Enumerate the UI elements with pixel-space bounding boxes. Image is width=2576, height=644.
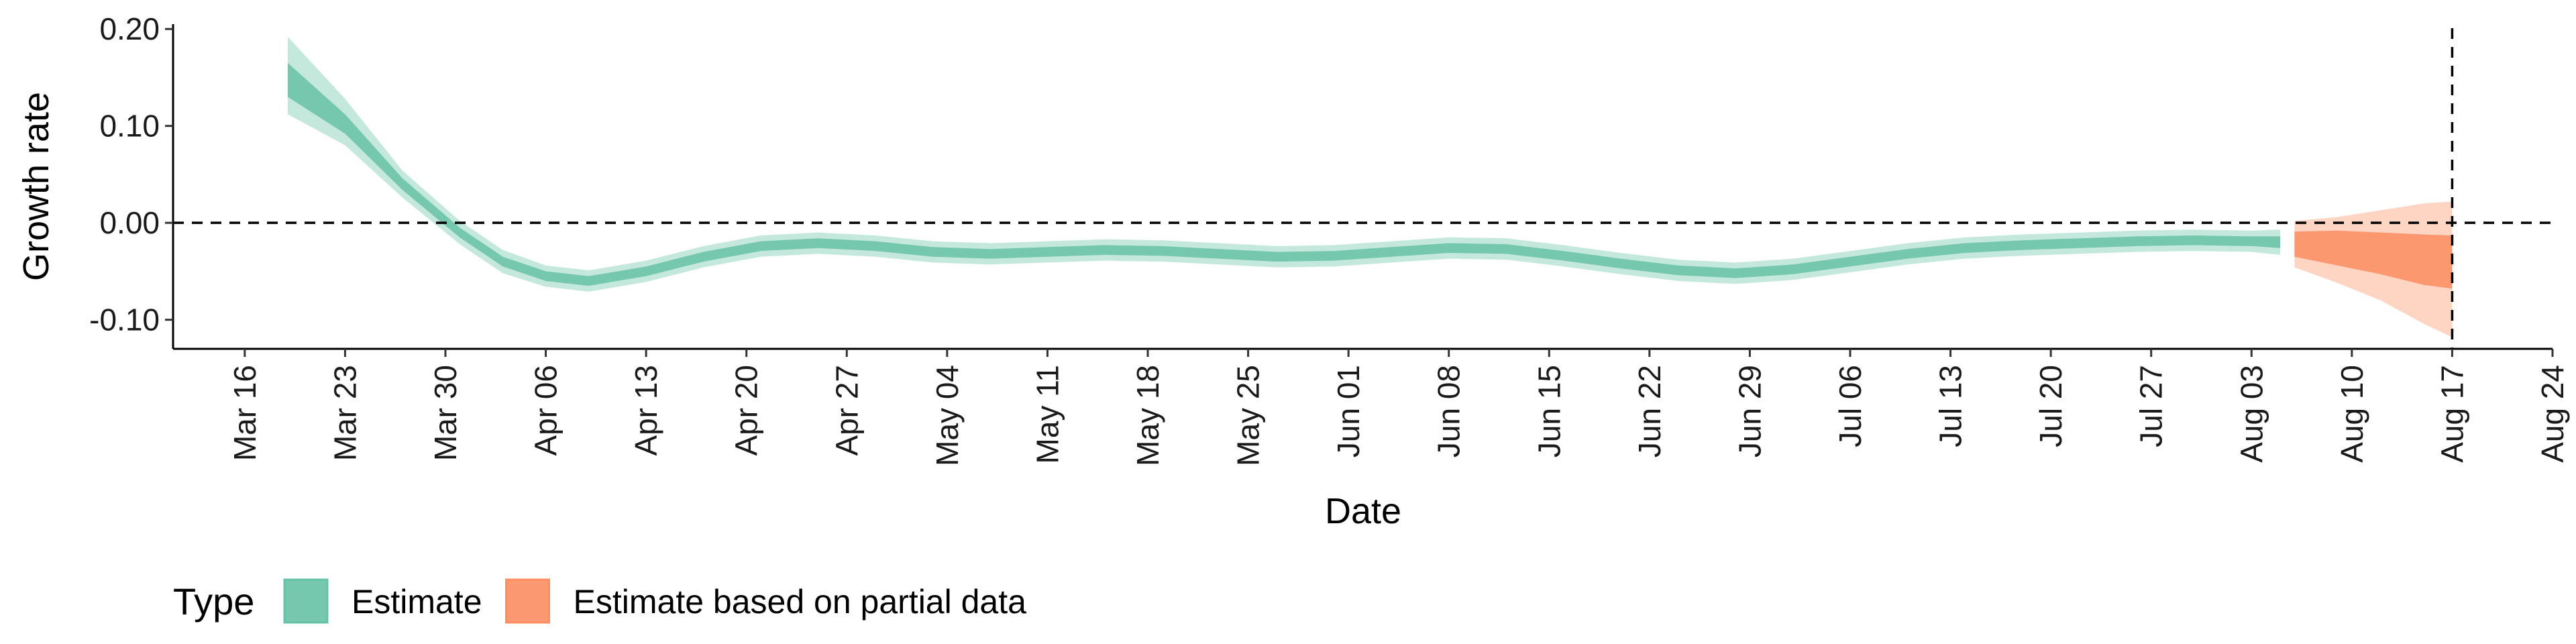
legend-swatch-estimate-based-on-partial-data xyxy=(505,578,551,624)
axes xyxy=(172,24,2553,350)
x-tick-label: May 25 xyxy=(1231,365,1266,466)
x-axis-ticks: Mar 16 Mar 23 Mar 30 Apr 06 Apr 13 Apr 20 Apr … xyxy=(227,349,2570,466)
x-tick-label: Aug 03 xyxy=(2234,365,2269,463)
uncertainty-bands xyxy=(287,36,2453,337)
y-tick-label: -0.10 xyxy=(89,303,160,337)
x-tick-label: Jun 15 xyxy=(1532,365,1566,458)
x-tick-label: Jul 20 xyxy=(2033,365,2068,447)
x-tick-label: Aug 10 xyxy=(2334,365,2369,463)
legend-label-estimate-based-on-partial-data: Estimate based on partial data xyxy=(574,583,1027,621)
estimate-based-on-partial-data-band-50 xyxy=(2294,230,2453,289)
y-tick-label: 0.10 xyxy=(99,109,160,144)
y-tick-label: 0.20 xyxy=(99,11,160,46)
x-tick-label: May 18 xyxy=(1130,365,1165,466)
legend: Type Estimate Estimate based on partial d… xyxy=(173,578,1027,624)
x-tick-label: Jul 13 xyxy=(1933,365,1968,447)
x-tick-label: May 11 xyxy=(1030,365,1065,464)
x-tick-label: Jun 29 xyxy=(1732,365,1767,458)
x-tick-label: Jun 08 xyxy=(1432,365,1466,458)
x-tick-label: Apr 20 xyxy=(729,365,764,456)
y-axis-title: Growth rate xyxy=(16,92,56,281)
x-tick-label: Apr 13 xyxy=(629,365,663,456)
x-tick-label: Mar 23 xyxy=(327,365,362,461)
x-tick-label: Mar 30 xyxy=(428,365,463,461)
y-tick-label: 0.00 xyxy=(99,205,160,240)
x-tick-label: Jun 01 xyxy=(1331,365,1366,458)
legend-label-estimate: Estimate xyxy=(352,583,482,621)
x-axis-title: Date xyxy=(1325,491,1401,531)
reference-lines xyxy=(173,28,2553,349)
x-tick-label: Jul 27 xyxy=(2134,365,2169,447)
y-axis-ticks: 0.20 0.10 0.00 -0.10 xyxy=(89,11,173,337)
x-tick-label: Jul 06 xyxy=(1833,365,1868,447)
x-tick-label: Mar 16 xyxy=(227,365,262,461)
x-tick-label: Aug 17 xyxy=(2434,365,2469,463)
x-tick-label: Aug 24 xyxy=(2535,365,2570,463)
legend-swatch-estimate xyxy=(283,578,329,624)
legend-title: Type xyxy=(173,580,254,623)
x-tick-label: May 04 xyxy=(930,365,965,466)
x-tick-label: Apr 27 xyxy=(829,365,864,456)
x-tick-label: Jun 22 xyxy=(1632,365,1667,458)
x-tick-label: Apr 06 xyxy=(529,365,564,456)
